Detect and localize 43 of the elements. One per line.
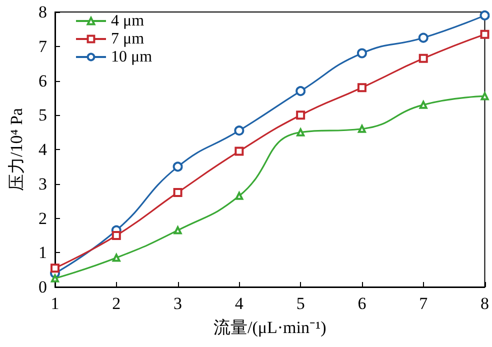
x-tick-label: 6 [358, 294, 366, 313]
point [234, 126, 244, 136]
point [112, 254, 120, 262]
y-tick-label: 5 [38, 106, 47, 125]
y-tick-label: 3 [38, 174, 47, 194]
point [174, 226, 182, 234]
point [480, 30, 490, 39]
legend-label: 4 μm [111, 12, 145, 30]
point [419, 100, 428, 109]
point [50, 264, 60, 273]
x-tick-label: 3 [174, 294, 182, 313]
point [234, 146, 244, 156]
y-tick-label: 8 [38, 2, 47, 22]
point [357, 83, 366, 92]
point [480, 10, 490, 20]
point [356, 48, 367, 58]
x-tick-label: 7 [419, 294, 428, 313]
legend-label: 7 μm [111, 30, 145, 48]
point [112, 230, 121, 240]
x-tick-label: 8 [480, 294, 489, 313]
x-axis-title: 流量/(μL·min⁻¹) [214, 318, 326, 337]
point [173, 188, 182, 197]
point [172, 162, 183, 172]
point [296, 86, 306, 96]
x-tick-label: 5 [296, 294, 305, 313]
point [418, 54, 428, 63]
x-tick-label: 2 [112, 294, 121, 313]
y-tick-label: 1 [38, 243, 47, 262]
legend-label: 10 μm [111, 48, 153, 66]
y-tick-label: 2 [38, 208, 47, 228]
point [418, 32, 428, 43]
x-tick-label: 1 [50, 294, 60, 313]
point [358, 124, 366, 133]
y-tick-label: 0 [38, 278, 47, 296]
y-axis-title: 压力/10⁴ Pa [7, 108, 26, 191]
point [480, 92, 489, 100]
point [296, 128, 305, 136]
y-tick-label: 7 [38, 36, 48, 56]
point [235, 192, 244, 200]
y-tick-label: 6 [38, 71, 47, 90]
point [296, 110, 306, 120]
x-tick-label: 4 [234, 294, 244, 313]
y-tick-label: 4 [38, 140, 48, 159]
